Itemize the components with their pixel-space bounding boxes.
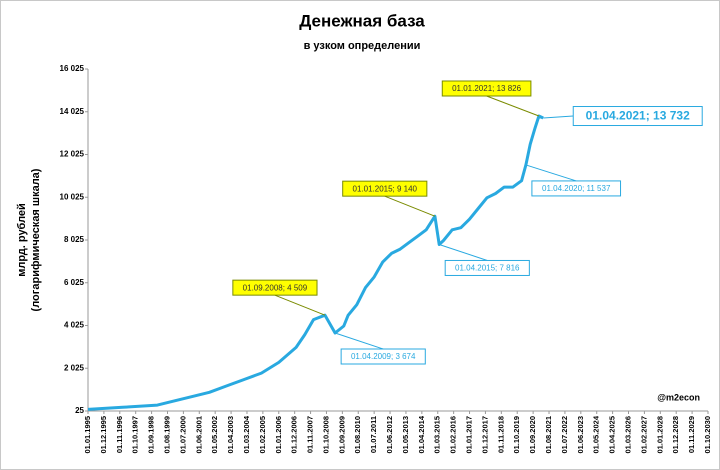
x-tick-label: 01.10.2019 [512,416,521,454]
callout-box [572,106,703,127]
x-tick-label: 01.09.2020 [528,416,537,454]
data-label: 01.04.2009; 3 674 [351,352,416,361]
x-tick-label: 01.07.2011 [369,416,378,453]
x-tick-label: 01.09.1998 [147,416,156,454]
y-tick-label: 12 025 [60,150,85,159]
x-tick-label: 01.01.1995 [83,416,92,454]
x-tick-label: 01.03.2015 [433,416,442,454]
callout-pointer [334,332,384,350]
data-label: 01.04.2015; 7 816 [455,264,520,273]
x-tick-label: 01.08.1999 [162,416,171,454]
x-tick-label: 01.02.2005 [258,416,267,454]
x-tick-label: 01.11.1996 [115,416,124,453]
y-tick-label: 6 025 [64,278,85,287]
x-tick-label: 01.06.2012 [385,416,394,454]
x-tick-label: 01.05.2024 [592,415,601,453]
x-tick-label: 01.12.2006 [290,416,299,454]
x-tick-label: 01.02.2027 [639,416,648,454]
x-tick-label: 01.06.2023 [576,416,585,454]
data-label: 01.09.2008; 4 509 [243,283,308,292]
y-axis-label: млрд. рублей [16,203,28,277]
callout-box [342,180,428,197]
x-tick-label: 01.03.2004 [242,415,251,453]
x-tick-label: 01.07.2000 [178,416,187,454]
callout-box [444,259,530,276]
callout-pointer [384,195,436,217]
x-tick-label: 01.07.2022 [560,416,569,454]
x-tick-label: 01.09.2009 [337,416,346,454]
chart-subtitle: в узком определении [304,40,421,52]
y-axis-label: (логарифмическая шкала) [30,168,42,311]
y-tick-label: 8 025 [64,235,85,244]
data-label: 01.01.2015; 9 140 [353,184,418,193]
x-tick-label: 01.05.2002 [210,416,219,454]
y-tick-label: 10 025 [60,192,85,201]
x-tick-label: 01.02.2016 [449,416,458,454]
data-label: 01.01.2021; 13 826 [452,84,522,93]
x-tick-label: 01.10.1997 [131,416,140,454]
x-tick-label: 01.05.2013 [401,416,410,454]
y-tick-label: 25 [75,406,84,415]
callout-box [441,80,532,97]
x-tick-label: 01.11.2029 [687,416,696,453]
x-tick-label: 01.12.2028 [671,416,680,454]
x-tick-label: 01.12.1995 [99,416,108,454]
data-label: 01.04.2020; 11 537 [542,184,611,193]
data-label: 01.04.2021; 13 732 [586,109,690,123]
callout-pointer [486,95,540,117]
source-label: @m2econ [657,392,700,402]
x-tick-label: 01.01.2028 [655,416,664,454]
x-tick-label: 01.12.2017 [480,416,489,454]
x-tick-label: 01.08.2010 [353,416,362,454]
y-tick-label: 16 025 [60,64,85,73]
x-tick-label: 01.04.2003 [226,416,235,454]
x-tick-label: 01.03.2026 [623,416,632,454]
callout-box [531,180,622,197]
y-tick-label: 14 025 [60,107,85,116]
x-tick-label: 01.11.2007 [306,416,315,453]
y-tick-label: 2 025 [64,363,85,372]
x-tick-label: 01.10.2030 [703,416,712,454]
x-tick-label: 01.01.2017 [465,416,474,454]
callout-box [232,279,318,296]
y-tick-label: 4 025 [64,321,85,330]
x-tick-label: 01.04.2014 [417,415,426,453]
x-tick-label: 01.01.2006 [274,416,283,454]
x-tick-label: 01.10.2008 [321,416,330,454]
callout-pointer [543,115,574,119]
data-line [87,114,544,411]
callout-pointer [525,164,577,182]
x-tick-label: 01.08.2021 [544,416,553,454]
chart-title: Денежная база [299,11,425,30]
x-tick-label: 01.04.2025 [608,416,617,454]
callout-pointer [274,294,326,316]
callout-pointer [439,243,488,261]
x-tick-label: 01.11.2018 [496,416,505,453]
x-tick-label: 01.06.2001 [194,416,203,454]
callout-box [340,348,426,365]
